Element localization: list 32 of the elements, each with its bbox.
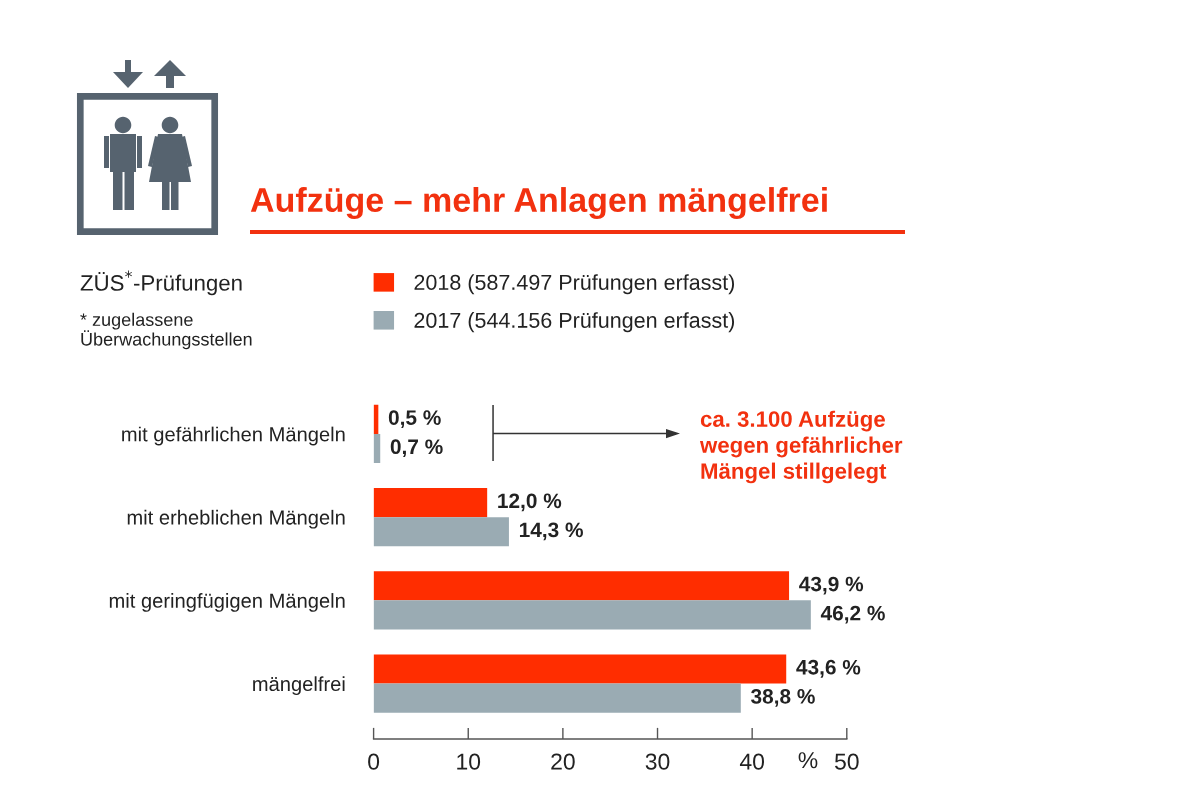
bar: [373, 517, 509, 547]
data-label: 43,6 %: [796, 659, 861, 678]
x-tick-label: 10: [457, 753, 481, 770]
data-label: 43,9 %: [799, 576, 864, 595]
bar: [373, 600, 811, 630]
chart-title: Aufzüge – mehr Anlagen mängelfrei: [250, 187, 827, 219]
x-tick-label: 20: [551, 753, 575, 770]
data-label: 12,0 %: [498, 493, 562, 512]
y-tick-label: mit gefährlichen Mängeln: [122, 426, 345, 446]
bar: [373, 683, 741, 713]
y-tick-label: mit geringfügigen Mängeln: [109, 593, 345, 612]
text: * zugelassene Überwachungsstellen: [80, 312, 252, 350]
data-label: 0,7 %: [390, 439, 443, 458]
y-tick-label: mängelfrei: [253, 676, 345, 696]
data-label: 38,8 %: [751, 688, 815, 707]
x-tick-label: 30: [645, 753, 670, 770]
x-tick-label: 0: [368, 753, 380, 770]
bar: [373, 488, 488, 518]
y-tick-label: mit erheblichen Mängeln: [127, 509, 345, 529]
data-label: 14,3 %: [519, 522, 583, 541]
x-axis-title: %: [798, 752, 818, 769]
annotation: ca. 3.100 Aufzüge wegen gefährlicher Mängel stillgelegt: [699, 410, 903, 484]
data-label: 0,5 %: [388, 410, 441, 428]
x-tick-label: 50: [834, 753, 859, 770]
bar: [373, 571, 790, 601]
x-tick-label: 40: [739, 753, 765, 770]
bar: [373, 433, 381, 464]
text: ZÜS$^{*}$-Prüfungen: [80, 270, 242, 296]
legend-label: 2018 (587.497 Prüfungen erfasst): [414, 274, 735, 295]
legend-label: 2017 (544.156 Prüfungen erfasst): [414, 312, 735, 333]
bar: [373, 654, 787, 684]
data-label: 46,2 %: [820, 605, 885, 624]
